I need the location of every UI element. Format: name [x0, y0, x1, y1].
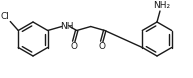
Text: O: O	[98, 42, 105, 51]
Text: Cl: Cl	[1, 12, 10, 21]
Text: O: O	[70, 42, 77, 51]
Text: NH: NH	[60, 22, 74, 31]
Text: NH₂: NH₂	[153, 1, 171, 11]
